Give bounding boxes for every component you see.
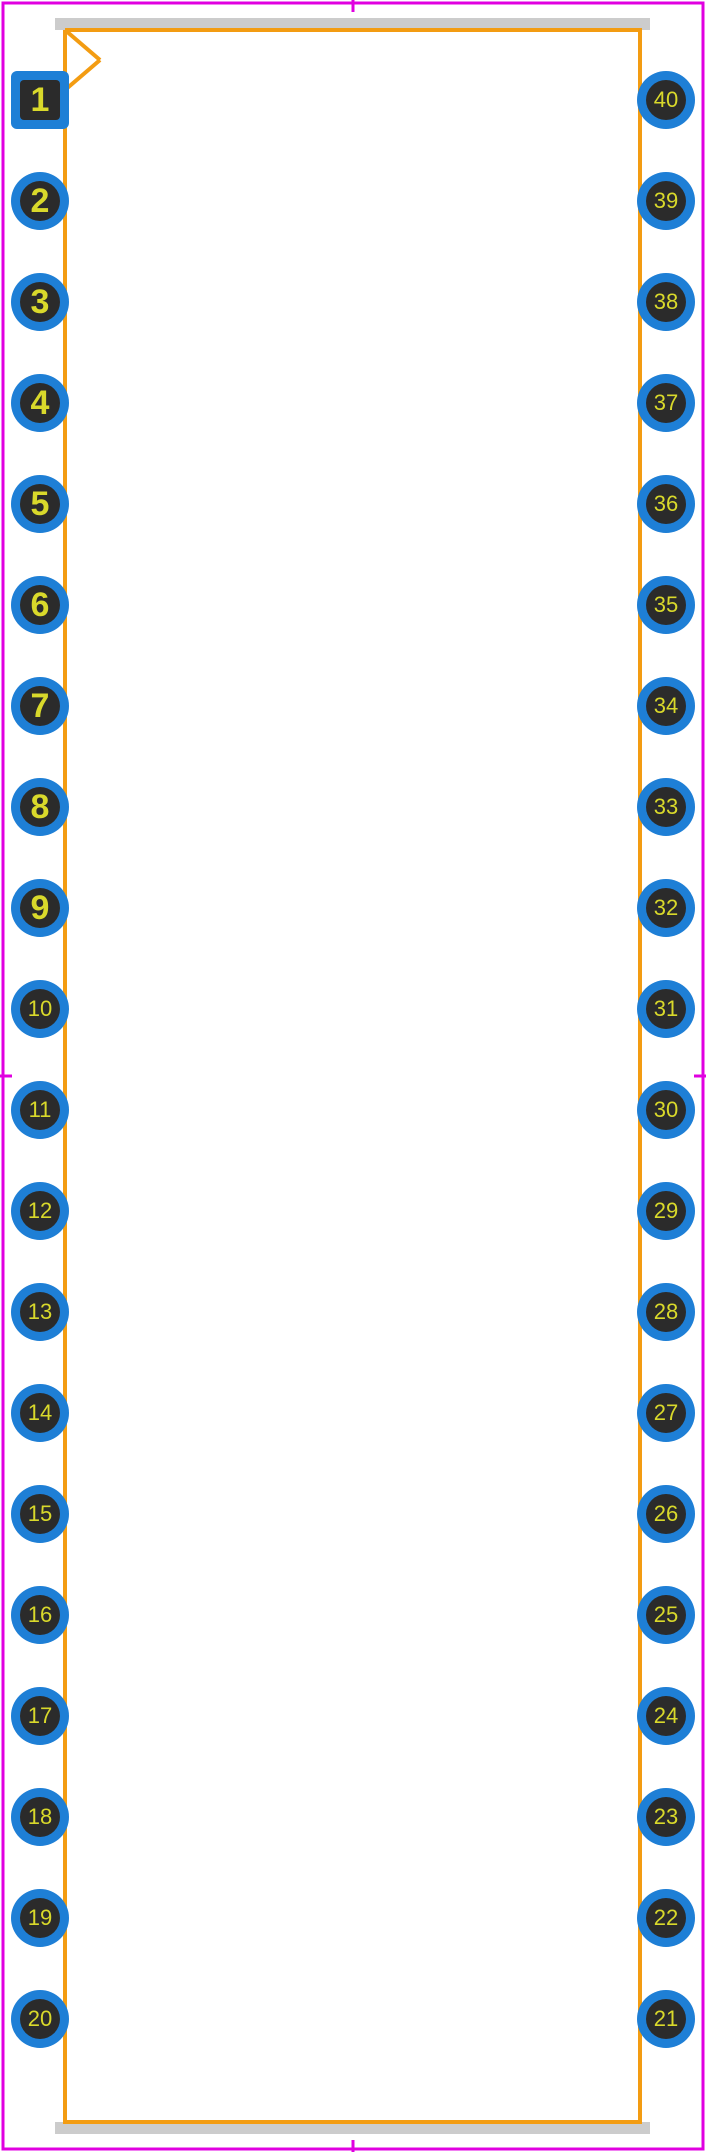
pad-5: 5 — [11, 475, 69, 533]
pad-label-22: 22 — [654, 1907, 678, 1929]
pad-9: 9 — [11, 879, 69, 937]
pad-label-19: 19 — [28, 1907, 52, 1929]
pad-label-4: 4 — [31, 386, 50, 420]
pad-24: 24 — [637, 1687, 695, 1745]
pad-1: 1 — [11, 71, 69, 129]
pad-label-35: 35 — [654, 594, 678, 616]
pad-3: 3 — [11, 273, 69, 331]
pad-31: 31 — [637, 980, 695, 1038]
pad-2: 2 — [11, 172, 69, 230]
pad-label-23: 23 — [654, 1806, 678, 1828]
pad-6: 6 — [11, 576, 69, 634]
pad-20: 20 — [11, 1990, 69, 2048]
pad-8: 8 — [11, 778, 69, 836]
pad-label-14: 14 — [28, 1402, 52, 1424]
pad-label-40: 40 — [654, 89, 678, 111]
pad-label-13: 13 — [28, 1301, 52, 1323]
pad-label-11: 11 — [29, 1099, 52, 1121]
pad-label-33: 33 — [654, 796, 678, 818]
pad-23: 23 — [637, 1788, 695, 1846]
pad-34: 34 — [637, 677, 695, 735]
pad-label-30: 30 — [654, 1099, 678, 1121]
pad-label-16: 16 — [28, 1604, 52, 1626]
pad-36: 36 — [637, 475, 695, 533]
pad-label-28: 28 — [654, 1301, 678, 1323]
pad-33: 33 — [637, 778, 695, 836]
pad-32: 32 — [637, 879, 695, 937]
pad-label-36: 36 — [654, 493, 678, 515]
pad-label-25: 25 — [654, 1604, 678, 1626]
pad-label-39: 39 — [654, 190, 678, 212]
pad-22: 22 — [637, 1889, 695, 1947]
pad-14: 14 — [11, 1384, 69, 1442]
pad-label-6: 6 — [31, 588, 50, 622]
pad-label-26: 26 — [654, 1503, 678, 1525]
pad-label-27: 27 — [654, 1402, 678, 1424]
pad-35: 35 — [637, 576, 695, 634]
pad-11: 11 — [11, 1081, 69, 1139]
pad-13: 13 — [11, 1283, 69, 1341]
pad-label-3: 3 — [31, 285, 50, 319]
pad-label-15: 15 — [28, 1503, 52, 1525]
pad-29: 29 — [637, 1182, 695, 1240]
pad-26: 26 — [637, 1485, 695, 1543]
pad-18: 18 — [11, 1788, 69, 1846]
pad-label-12: 12 — [28, 1200, 52, 1222]
pad-19: 19 — [11, 1889, 69, 1947]
pad-label-24: 24 — [654, 1705, 678, 1727]
pad-4: 4 — [11, 374, 69, 432]
pad-label-21: 21 — [654, 2008, 678, 2030]
pad-label-5: 5 — [31, 487, 50, 521]
pad-label-37: 37 — [654, 392, 678, 414]
pad-27: 27 — [637, 1384, 695, 1442]
pad-label-10: 10 — [28, 998, 52, 1020]
pads-container: 1 40 2 39 3 38 4 37 5 36 6 35 7 34 8 33 9 32 10 31 11 30 12 29 1… — [0, 0, 706, 2152]
pad-38: 38 — [637, 273, 695, 331]
pad-label-29: 29 — [654, 1200, 678, 1222]
pad-label-18: 18 — [28, 1806, 52, 1828]
pad-7: 7 — [11, 677, 69, 735]
pad-label-8: 8 — [31, 790, 50, 824]
pad-28: 28 — [637, 1283, 695, 1341]
pad-label-1: 1 — [31, 83, 50, 117]
pad-label-31: 31 — [654, 998, 678, 1020]
pad-25: 25 — [637, 1586, 695, 1644]
pad-15: 15 — [11, 1485, 69, 1543]
pad-21: 21 — [637, 1990, 695, 2048]
pad-40: 40 — [637, 71, 695, 129]
pad-label-2: 2 — [31, 184, 50, 218]
pad-label-38: 38 — [654, 291, 678, 313]
pad-37: 37 — [637, 374, 695, 432]
pad-label-20: 20 — [28, 2008, 52, 2030]
pad-label-34: 34 — [654, 695, 678, 717]
pad-label-9: 9 — [31, 891, 50, 925]
pad-label-32: 32 — [654, 897, 678, 919]
pad-16: 16 — [11, 1586, 69, 1644]
pad-39: 39 — [637, 172, 695, 230]
pad-10: 10 — [11, 980, 69, 1038]
pad-label-7: 7 — [31, 689, 50, 723]
pad-12: 12 — [11, 1182, 69, 1240]
pad-label-17: 17 — [28, 1705, 52, 1727]
pad-30: 30 — [637, 1081, 695, 1139]
pad-17: 17 — [11, 1687, 69, 1745]
